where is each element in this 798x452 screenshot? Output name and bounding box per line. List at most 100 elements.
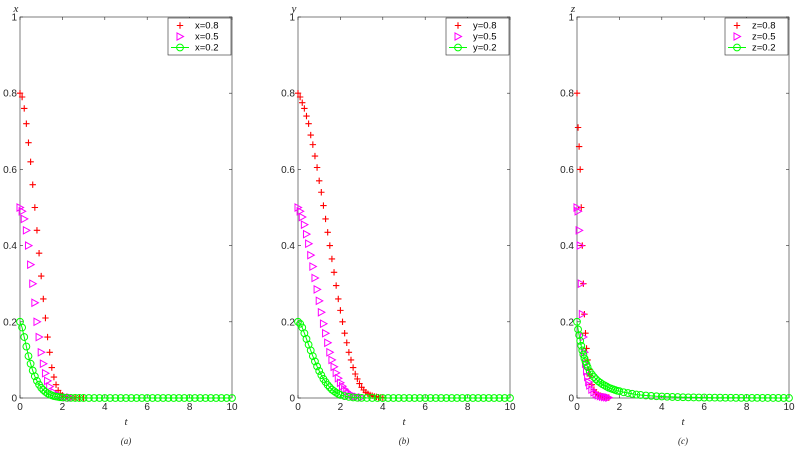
y-tick-label: 0.4 [281,241,295,252]
data-layer [573,90,793,402]
legend-box [724,17,789,56]
data-point [228,394,236,402]
data-point [632,390,641,399]
legend-label: x=0.8 [195,21,219,32]
data-point [106,394,114,402]
data-point [90,394,99,402]
data-point [313,164,321,171]
data-point [585,377,594,387]
legend-marker [733,32,742,41]
legend-marker [176,22,184,29]
legend-label: z=0.8 [752,21,776,32]
x-axis-label: t [402,416,406,428]
y-tick-label: 0.6 [560,165,574,176]
data-point [474,394,483,402]
data-point [320,202,327,209]
plot-frame [297,16,511,399]
data-point [343,339,350,346]
data-point [324,229,331,236]
data-point [127,394,136,402]
data-point [33,227,41,234]
data-point [774,394,783,402]
legend-marker [733,43,741,52]
data-point [313,362,321,371]
data-point [95,394,104,402]
data-point [490,394,499,402]
data-point [628,389,637,398]
data-point [322,215,329,223]
data-point [332,282,340,289]
legend-marker [176,32,185,41]
data-point [39,359,48,369]
data-point [325,383,334,392]
data-point [352,370,359,378]
data-point [21,105,28,112]
data-point [212,394,221,402]
data-point [318,189,325,196]
data-point [164,394,173,402]
data-point [575,143,583,150]
data-point [29,181,36,188]
data-point [596,378,605,387]
legend-marker [454,43,462,52]
data-point [26,359,35,368]
data-point [18,323,27,332]
data-point [305,120,312,127]
data-point [18,206,27,216]
data-point [684,393,693,402]
data-point [294,203,303,212]
x-axis-label: t [124,416,128,428]
chart-panel-1: 0 2 4 6 8 10 0 0.2 0.4 0.6 0.8 1 t x (a) x=0.8x=0.5x=0.… [3,3,238,446]
data-point [38,272,45,280]
data-point [710,393,719,402]
legend-label: x=0.2 [195,43,219,54]
data-point [579,350,588,359]
data-point [575,225,584,235]
data-point [27,260,36,270]
series-line [297,321,510,399]
data-point [316,177,323,185]
data-point [368,394,377,402]
data-point [484,394,493,402]
data-point [35,332,44,342]
data-point [309,141,317,148]
y-tick-label: 0.2 [560,317,574,328]
data-point [296,93,304,101]
data-point [721,393,730,402]
data-point [663,392,671,401]
data-point [344,392,353,401]
data-point [323,381,332,389]
series-y=0.5 [294,203,367,402]
data-point [779,394,788,402]
data-point [206,394,215,402]
data-point [311,152,319,160]
data-point [330,269,338,276]
data-point [44,333,51,341]
data-point [349,364,357,371]
data-point [294,90,302,97]
data-point [58,393,67,402]
data-point [46,349,53,356]
data-point [201,394,210,402]
data-point [339,381,348,391]
data-point [400,394,408,402]
legend: y=0.8y=0.5y=0.2 [445,17,510,56]
x-tick-label: 10 [504,402,516,413]
data-point [311,357,319,366]
data-point [41,368,51,378]
data-point [574,206,583,216]
data-point [582,330,589,337]
data-point [79,394,88,402]
data-point [353,393,362,402]
data-point [785,394,793,402]
data-point [111,394,120,402]
data-point [33,317,42,327]
data-point [587,370,596,379]
data-point [307,131,314,139]
data-point [605,393,614,402]
data-point [309,262,318,271]
data-point [335,295,342,303]
x-tick-label: 0 [295,402,301,413]
legend: z=0.8z=0.5z=0.2 [724,17,789,56]
